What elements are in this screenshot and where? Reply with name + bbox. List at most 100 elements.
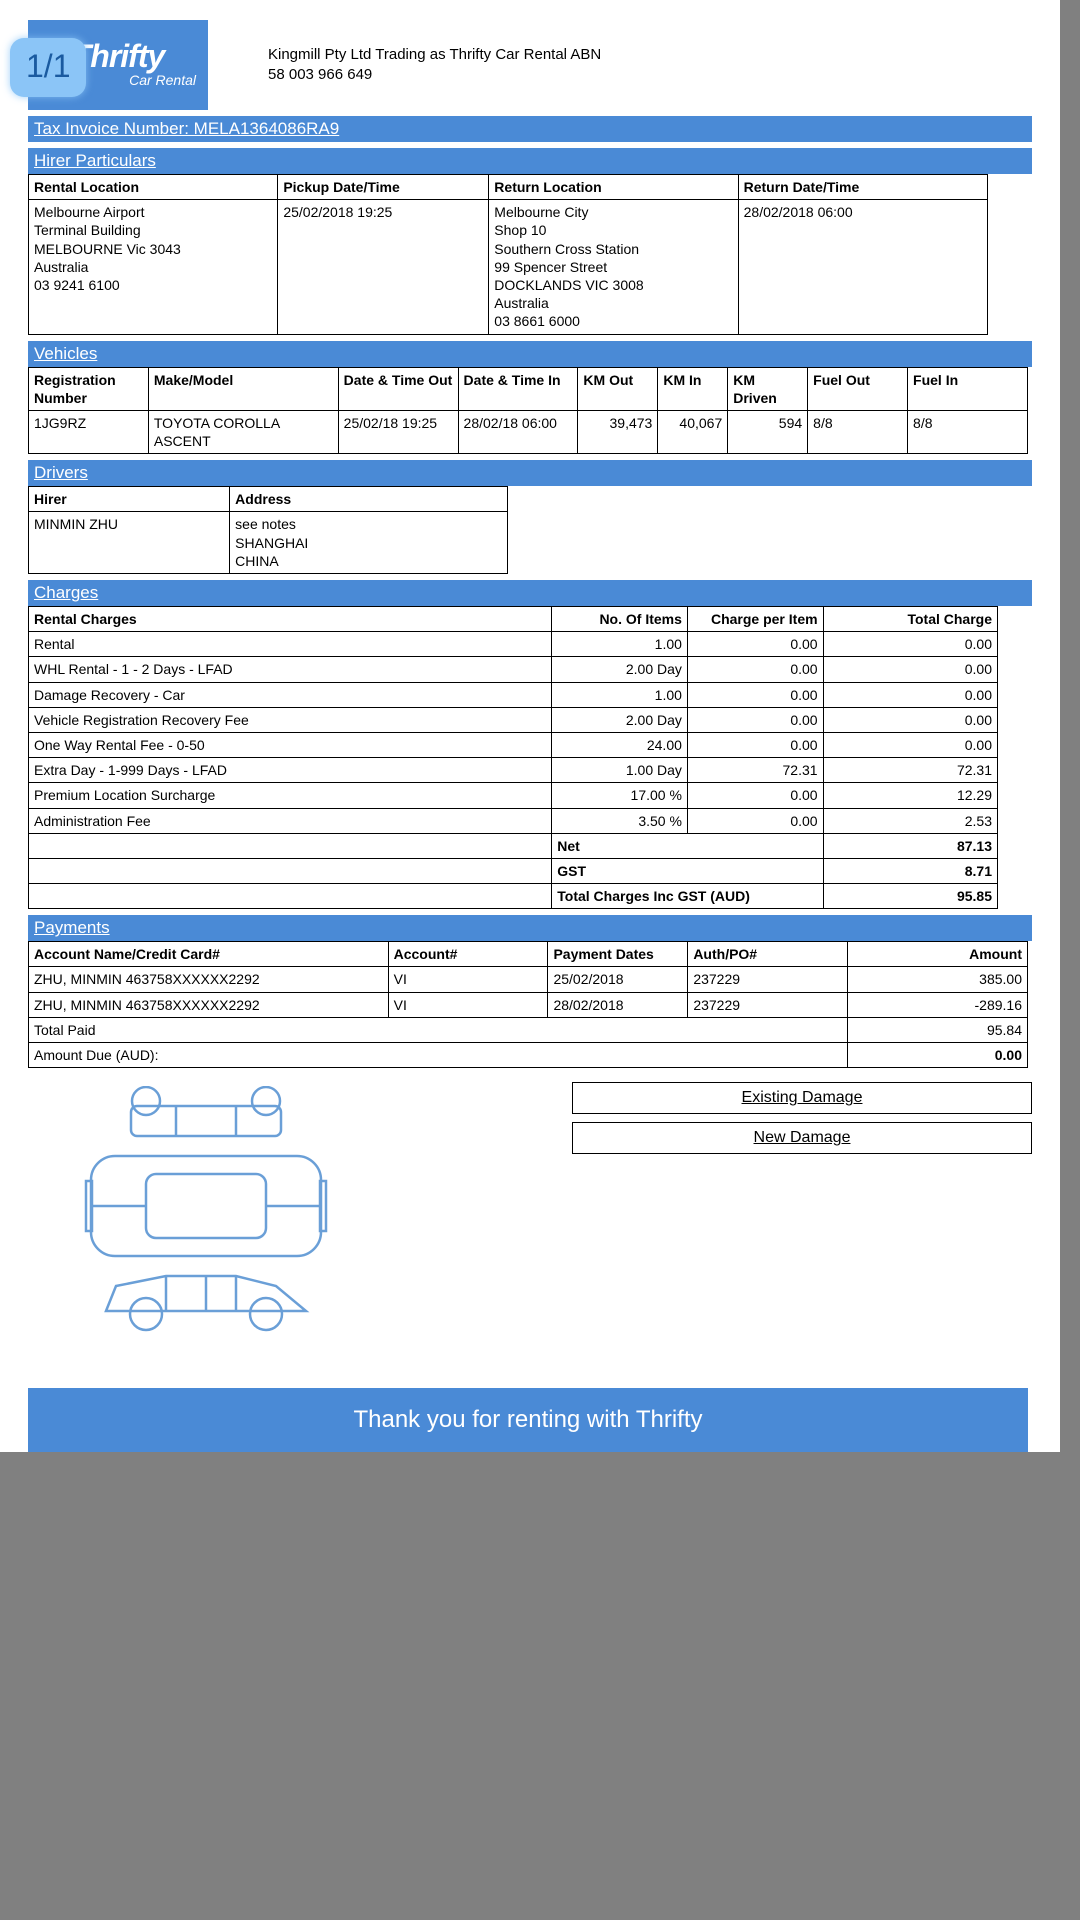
charge-total: 0.00 — [823, 707, 997, 732]
charge-desc: Extra Day - 1-999 Days - LFAD — [29, 758, 552, 783]
charge-items: 1.00 — [552, 632, 688, 657]
th-address: Address — [230, 487, 508, 512]
charge-desc: WHL Rental - 1 - 2 Days - LFAD — [29, 657, 552, 682]
charge-row: WHL Rental - 1 - 2 Days - LFAD2.00 Day0.… — [29, 657, 998, 682]
td-fuelin: 8/8 — [908, 410, 1028, 453]
charge-total: 0.00 — [823, 632, 997, 657]
th-amount: Amount — [848, 942, 1028, 967]
charge-total: 0.00 — [823, 732, 997, 757]
charge-row: Extra Day - 1-999 Days - LFAD1.00 Day 72.… — [29, 758, 998, 783]
drivers-section-header: Drivers — [28, 460, 1032, 486]
pay-amt: -289.16 — [848, 992, 1028, 1017]
new-damage-box: New Damage — [572, 1122, 1032, 1154]
charge-items: 24.00 — [552, 732, 688, 757]
td-hirer: MINMIN ZHU — [29, 512, 230, 574]
charge-desc: One Way Rental Fee - 0-50 — [29, 732, 552, 757]
total-paid-label: Total Paid — [29, 1017, 848, 1042]
td-dtout: 25/02/18 19:25 — [338, 410, 458, 453]
charge-per: 0.00 — [687, 657, 823, 682]
pay-name: ZHU, MINMIN 463758XXXXXX2292 — [29, 967, 389, 992]
payments-table: Account Name/Credit Card# Account# Payme… — [28, 941, 1028, 1068]
vehicles-table: Registration Number Make/Model Date & Ti… — [28, 367, 1028, 455]
gst-label: GST — [552, 858, 823, 883]
company-info: Kingmill Pty Ltd Trading as Thrifty Car … — [268, 45, 601, 86]
charge-total: 0.00 — [823, 657, 997, 682]
logo-subtitle: Car Rental — [129, 72, 208, 88]
th-dtout: Date & Time Out — [338, 367, 458, 410]
td-kmin: 40,067 — [658, 410, 728, 453]
invoice-number-bar: Tax Invoice Number: MELA1364086RA9 — [28, 116, 1032, 142]
pay-amt: 385.00 — [848, 967, 1028, 992]
th-fuelin: Fuel In — [908, 367, 1028, 410]
charge-items: 2.00 Day — [552, 657, 688, 682]
th-hirer: Hirer — [29, 487, 230, 512]
hirer-section-header: Hirer Particulars — [28, 148, 1032, 174]
page-indicator-badge: 1/1 — [10, 38, 86, 97]
th-kmdriven: KM Driven — [728, 367, 808, 410]
company-line1: Kingmill Pty Ltd Trading as Thrifty Car … — [268, 45, 601, 65]
th-total: Total Charge — [823, 607, 997, 632]
charge-total: 0.00 — [823, 682, 997, 707]
hirer-table: Rental Location Pickup Date/Time Return … — [28, 174, 988, 335]
charge-per: 0.00 — [687, 732, 823, 757]
pay-acct: VI — [388, 992, 548, 1017]
td-return-location: Melbourne City Shop 10 Southern Cross St… — [489, 200, 738, 334]
td-reg: 1JG9RZ — [29, 410, 149, 453]
total-value: 95.85 — [823, 884, 997, 909]
th-return-location: Return Location — [489, 175, 738, 200]
amount-due-label: Amount Due (AUD): — [29, 1043, 848, 1068]
drivers-table: Hirer Address MINMIN ZHU see notes SHANG… — [28, 486, 508, 574]
header: Thrifty Car Rental Kingmill Pty Ltd Trad… — [28, 20, 1032, 110]
invoice-page: 1/1 Thrifty Car Rental Kingmill Pty Ltd … — [0, 0, 1060, 1452]
pay-date: 25/02/2018 — [548, 967, 688, 992]
charge-items: 3.50 % — [552, 808, 688, 833]
pay-date: 28/02/2018 — [548, 992, 688, 1017]
td-address: see notes SHANGHAI CHINA — [230, 512, 508, 574]
th-desc: Rental Charges — [29, 607, 552, 632]
charge-per: 0.00 — [687, 682, 823, 707]
td-dtin: 28/02/18 06:00 — [458, 410, 578, 453]
pay-acct: VI — [388, 967, 548, 992]
th-acctname: Account Name/Credit Card# — [29, 942, 389, 967]
td-pickup: 25/02/2018 19:25 — [278, 200, 489, 334]
th-kmout: KM Out — [578, 367, 658, 410]
net-value: 87.13 — [823, 833, 997, 858]
charge-per: 0.00 — [687, 808, 823, 833]
charge-per: 0.00 — [687, 707, 823, 732]
td-model: TOYOTA COROLLA ASCENT — [148, 410, 338, 453]
charge-desc: Rental — [29, 632, 552, 657]
td-kmout: 39,473 — [578, 410, 658, 453]
charge-row: Premium Location Surcharge17.00 %0.0012.… — [29, 783, 998, 808]
charge-desc: Damage Recovery - Car — [29, 682, 552, 707]
td-return-dt: 28/02/2018 06:00 — [738, 200, 987, 334]
td-rental-location: Melbourne Airport Terminal Building MELB… — [29, 200, 278, 334]
payments-section-header: Payments — [28, 915, 1032, 941]
charge-items: 17.00 % — [552, 783, 688, 808]
th-acctno: Account# — [388, 942, 548, 967]
td-fuelout: 8/8 — [808, 410, 908, 453]
charges-table: Rental Charges No. Of Items Charge per I… — [28, 606, 998, 909]
charge-items: 2.00 Day — [552, 707, 688, 732]
th-return-dt: Return Date/Time — [738, 175, 987, 200]
td-kmdriven: 594 — [728, 410, 808, 453]
charge-items: 1.00 Day — [552, 758, 688, 783]
charge-items: 1.00 — [552, 682, 688, 707]
th-pickup: Pickup Date/Time — [278, 175, 489, 200]
damage-labels: Existing Damage New Damage — [398, 1078, 1032, 1154]
charge-total: 2.53 — [823, 808, 997, 833]
pay-auth: 237229 — [688, 967, 848, 992]
amount-due-value: 0.00 — [848, 1043, 1028, 1068]
payment-row: ZHU, MINMIN 463758XXXXXX2292VI25/02/2018… — [29, 967, 1028, 992]
charge-desc: Vehicle Registration Recovery Fee — [29, 707, 552, 732]
charge-total: 12.29 — [823, 783, 997, 808]
th-auth: Auth/PO# — [688, 942, 848, 967]
charge-row: Administration Fee3.50 %0.002.53 — [29, 808, 998, 833]
th-per: Charge per Item — [687, 607, 823, 632]
charge-row: One Way Rental Fee - 0-5024.000.000.00 — [29, 732, 998, 757]
pay-auth: 237229 — [688, 992, 848, 1017]
total-paid-value: 95.84 — [848, 1017, 1028, 1042]
charge-total: 72.31 — [823, 758, 997, 783]
th-model: Make/Model — [148, 367, 338, 410]
th-items: No. Of Items — [552, 607, 688, 632]
charge-desc: Administration Fee — [29, 808, 552, 833]
